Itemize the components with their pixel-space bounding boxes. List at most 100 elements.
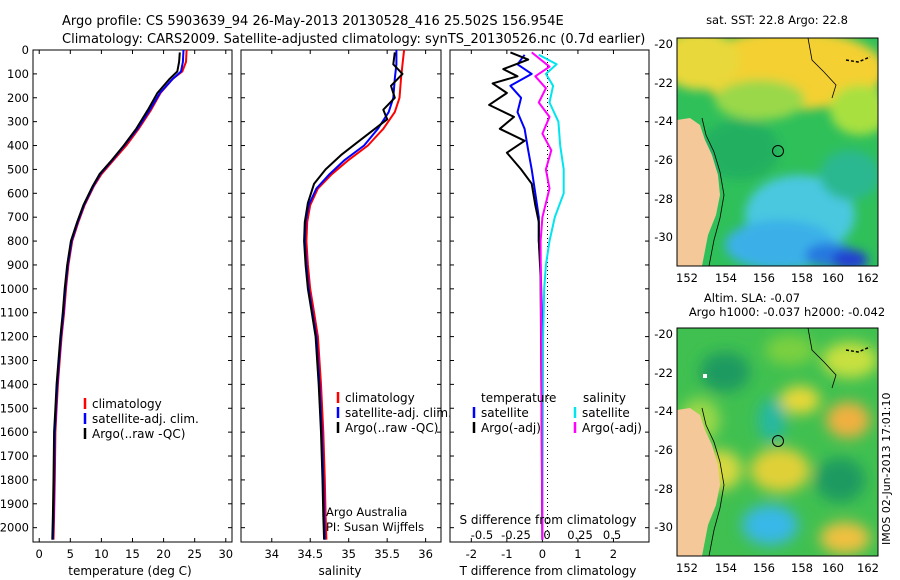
depth-tick-label: 700 — [7, 210, 29, 224]
sst-lon-tick: 152 — [676, 271, 698, 285]
depth-tick-label: 1900 — [0, 497, 29, 511]
sst-lon-axis: 152 154 156 158 160 162 — [676, 271, 879, 285]
temperature-panel: 0100200300400500600700800900100011001200… — [0, 43, 233, 578]
sst-lat-axis: -20 -22 -24 -26 -28 -30 — [654, 37, 673, 244]
legend-label-t-satellite: satellite — [481, 406, 529, 420]
x-tick-label: 25 — [187, 547, 202, 561]
depth-tick-label: 1300 — [0, 353, 29, 367]
sla-lon-axis: 152 154 156 158 160 162 — [676, 561, 879, 575]
sst-lon-tick: 160 — [822, 271, 844, 285]
difference-xlabel-s: S difference from climatology — [460, 513, 637, 527]
difference-legend: temperature salinity satellite Argo(-adj… — [472, 391, 642, 435]
legend-label-s-satellite: satellite — [582, 406, 630, 420]
sst-map-title: sat. SST: 22.8 Argo: 22.8 — [706, 13, 848, 27]
x-tick-label: 0 — [539, 547, 546, 561]
depth-tick-label: 500 — [7, 162, 29, 176]
salinity-x-axis: 34 34.5 35 35.5 36 — [264, 50, 433, 561]
depth-tick-label: 900 — [7, 258, 29, 272]
sla-map-frame — [676, 327, 879, 557]
x-tick-label: 2 — [610, 547, 617, 561]
x-tick-label: -1 — [501, 547, 512, 561]
depth-tick-label: 300 — [7, 115, 29, 129]
sla-lon-tick: 156 — [753, 561, 775, 575]
series-line-t-argo-adj — [488, 51, 544, 540]
sla-isobath — [701, 407, 725, 556]
sst-lon-tick: 156 — [753, 271, 775, 285]
sst-reef-contour — [807, 38, 837, 99]
sst-lat-tick: -22 — [654, 76, 673, 90]
salinity-legend: climatology satellite-adj. clim. Argo(..… — [336, 391, 452, 435]
depth-tick-label: 1700 — [0, 449, 29, 463]
salinity-diff-axis-labels: -0.5 -0.25 0 0.25 0.5 — [471, 528, 621, 542]
difference-panel: -2 -1 0 1 2 T difference from climatology S … — [449, 49, 650, 578]
x-tick-label: 36 — [418, 547, 433, 561]
sst-argo-position-marker — [772, 145, 784, 157]
x-tick-label: 5 — [67, 547, 74, 561]
series-line-argo-raw-qc — [303, 52, 404, 540]
sla-lat-tick: -30 — [654, 520, 673, 534]
figure-title-line1: Argo profile: CS 5903639_94 26-May-2013 … — [62, 14, 564, 29]
difference-depth-ticks — [450, 49, 649, 529]
sla-map: Altim. SLA: -0.07 Argo h1000: -0.037 h20… — [654, 291, 885, 575]
s-tick-label: 0.25 — [567, 528, 593, 542]
sst-land-australia — [677, 118, 720, 266]
legend-label-satellite: satellite-adj. clim. — [345, 406, 452, 420]
sla-lat-tick: -24 — [654, 404, 673, 418]
sst-lat-tick: -20 — [654, 37, 673, 51]
sla-map-subtitle: Argo h1000: -0.037 h2000: -0.042 — [689, 305, 885, 319]
legend-label-climatology: climatology — [345, 391, 415, 405]
sla-lon-tick: 160 — [822, 561, 844, 575]
sla-white-marker — [703, 374, 707, 378]
sst-isobath — [701, 117, 725, 266]
sla-lat-tick: -28 — [654, 482, 673, 496]
x-tick-label: 20 — [156, 547, 171, 561]
depth-tick-label: 200 — [7, 91, 29, 105]
depth-tick-label: 1500 — [0, 401, 29, 415]
sla-lon-tick: 154 — [715, 561, 737, 575]
depth-tick-label: 2000 — [0, 521, 29, 535]
sla-lon-tick: 162 — [857, 561, 879, 575]
sla-lat-tick: -26 — [654, 443, 673, 457]
argo-australia-label: Argo Australia — [326, 505, 407, 519]
sla-argo-position-marker — [772, 435, 784, 447]
sst-map-field — [677, 38, 878, 266]
sst-lat-tick: -24 — [654, 114, 673, 128]
s-tick-label: 0.5 — [603, 528, 621, 542]
s-tick-label: -0.5 — [471, 528, 493, 542]
difference-xlabel-t: T difference from climatology — [459, 564, 637, 578]
depth-tick-label: 1600 — [0, 425, 29, 439]
difference-x-axis: -2 -1 0 1 2 — [466, 50, 617, 561]
depth-tick-label: 1200 — [0, 330, 29, 344]
x-tick-label: 34 — [264, 547, 279, 561]
sla-map-field — [677, 328, 878, 556]
salinity-series — [303, 49, 406, 540]
salinity-xlabel: salinity — [318, 564, 361, 578]
depth-tick-label: 1400 — [0, 377, 29, 391]
sst-lon-tick: 154 — [715, 271, 737, 285]
sst-lon-tick: 158 — [791, 271, 813, 285]
sst-lat-tick: -28 — [654, 192, 673, 206]
x-tick-label: 30 — [218, 547, 233, 561]
temperature-legend: climatology satellite-adj. clim. Argo(..… — [83, 397, 199, 441]
sst-lon-tick: 162 — [857, 271, 879, 285]
difference-series — [488, 51, 565, 540]
series-line-argo-raw-qc — [51, 52, 181, 540]
depth-tick-label: 100 — [7, 67, 29, 81]
s-tick-label: -0.25 — [501, 528, 531, 542]
sla-lat-tick: -22 — [654, 366, 673, 380]
sla-lon-tick: 152 — [676, 561, 698, 575]
temperature-x-axis: 0 5 10 15 20 25 30 — [36, 50, 233, 561]
sst-map-frame — [676, 37, 879, 267]
sla-map-title: Altim. SLA: -0.07 — [704, 291, 800, 305]
legend-label-t-argo: Argo(-adj) — [481, 421, 541, 435]
legend-label-s-argo: Argo(-adj) — [582, 421, 642, 435]
depth-tick-label: 800 — [7, 234, 29, 248]
x-tick-label: 34.5 — [297, 547, 323, 561]
legend-header-salinity: salinity — [583, 391, 626, 405]
salinity-depth-ticks — [241, 49, 441, 529]
legend-label-argo: Argo(..raw -QC) — [345, 421, 438, 435]
sla-land-australia — [677, 408, 720, 556]
x-tick-label: 1 — [574, 547, 581, 561]
sst-track — [845, 56, 871, 63]
x-tick-label: 35.5 — [374, 547, 400, 561]
